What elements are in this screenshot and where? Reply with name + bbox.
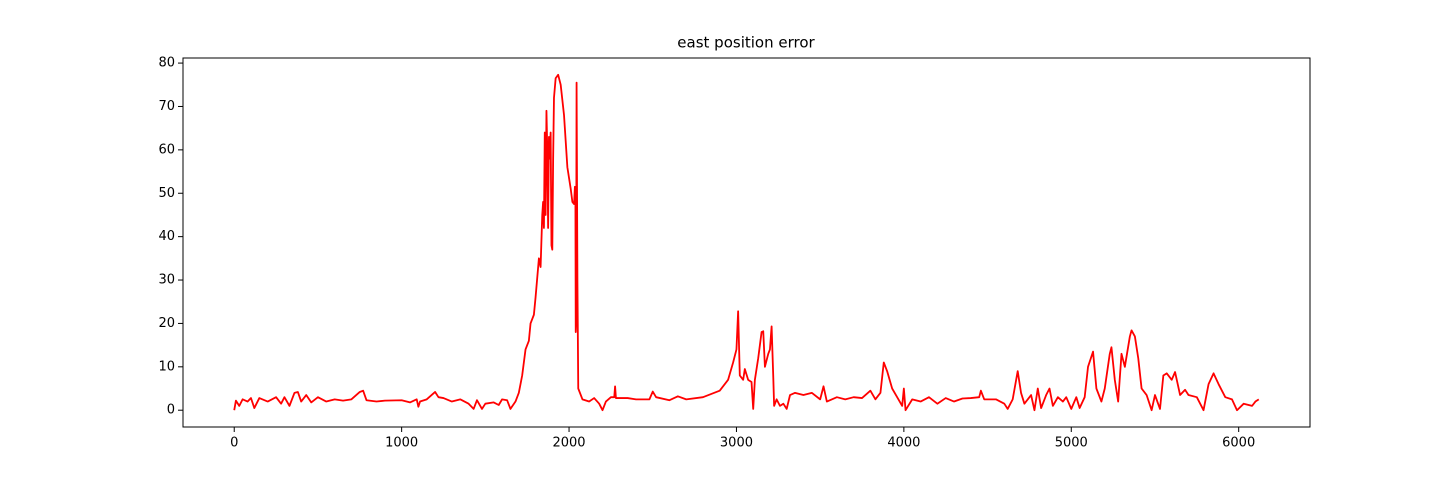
y-tick-label: 60 [158, 142, 175, 157]
x-tick-label: 4000 [887, 436, 920, 451]
x-tick-label: 1000 [385, 436, 418, 451]
data-line [233, 73, 1260, 412]
y-tick-label: 70 [158, 99, 175, 114]
x-tick-label: 2000 [552, 436, 585, 451]
x-tick-label: 6000 [1222, 436, 1255, 451]
y-tick-label: 10 [158, 359, 175, 374]
chart-title: east position error [677, 34, 815, 52]
x-tick-label: 0 [230, 436, 238, 451]
y-tick-label: 0 [167, 403, 175, 418]
y-tick-label: 20 [158, 316, 175, 331]
x-tick-label: 5000 [1055, 436, 1088, 451]
x-tick-label: 3000 [720, 436, 753, 451]
plot-frame [182, 57, 1311, 428]
y-tick-label: 40 [158, 229, 175, 244]
y-tick-label: 50 [158, 186, 175, 201]
y-tick-label: 30 [158, 273, 175, 288]
y-tick-label: 80 [158, 56, 175, 71]
